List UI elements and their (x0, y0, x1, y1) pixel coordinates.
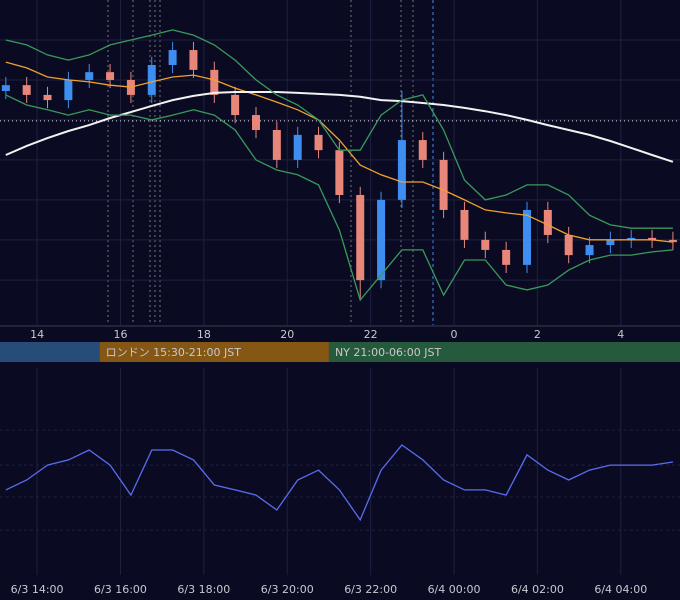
x-tick-label: 16 (113, 328, 127, 341)
line (5, 91, 674, 163)
candle-body (564, 234, 573, 256)
candle-body (293, 134, 302, 160)
candle-body (627, 237, 636, 240)
x-tick-label: 6/4 02:00 (511, 583, 564, 596)
session-label: ロンドン 15:30-21:00 JST (106, 346, 242, 359)
candle-body (1, 85, 10, 91)
candle-body (418, 140, 427, 160)
x-tick-label: 0 (451, 328, 458, 341)
candle-body (522, 209, 531, 265)
x-tick-label: 20 (280, 328, 294, 341)
x-tick-label: 14 (30, 328, 44, 341)
candle-body (502, 249, 511, 265)
candle-body (397, 140, 406, 200)
candle-body (210, 69, 219, 95)
candle-body (439, 159, 448, 210)
line (5, 94, 673, 302)
x-tick-label: 6/4 04:00 (594, 583, 647, 596)
candle-body (106, 72, 115, 80)
line (5, 444, 673, 522)
candle-body (585, 245, 594, 256)
candle-body (335, 150, 344, 195)
candle-body (64, 79, 73, 101)
candle-body (460, 209, 469, 240)
x-tick-label: 4 (617, 328, 624, 341)
x-tick-label: 6/3 22:00 (344, 583, 397, 596)
candle-body (147, 65, 156, 95)
x-tick-label: 22 (364, 328, 378, 341)
line (5, 61, 673, 243)
candle-body (648, 237, 657, 240)
candle-body (356, 195, 365, 281)
session-label: NY 21:00-06:00 JST (335, 346, 442, 359)
candle-body (543, 209, 552, 235)
candle-body (314, 134, 323, 151)
x-tick-label: 6/4 00:00 (428, 583, 481, 596)
session-band (328, 342, 680, 362)
candle-body (272, 130, 281, 160)
candle-body (668, 239, 677, 243)
candle-body (231, 94, 240, 116)
candle-body (377, 199, 386, 281)
candle-body (606, 239, 615, 246)
x-tick-label: 2 (534, 328, 541, 341)
x-tick-label: 6/3 16:00 (94, 583, 147, 596)
candle-body (85, 72, 94, 80)
candle-body (168, 50, 177, 65)
x-tick-label: 18 (197, 328, 211, 341)
candle-body (22, 85, 31, 95)
candle-body (481, 239, 490, 250)
candle-body (189, 50, 198, 70)
x-tick-label: 6/3 20:00 (261, 583, 314, 596)
x-tick-label: 6/3 14:00 (11, 583, 64, 596)
candle-body (251, 115, 260, 130)
candle-body (43, 94, 52, 101)
session-band (99, 342, 329, 362)
session-band (0, 342, 100, 362)
line (5, 29, 673, 229)
x-tick-label: 6/3 18:00 (177, 583, 230, 596)
